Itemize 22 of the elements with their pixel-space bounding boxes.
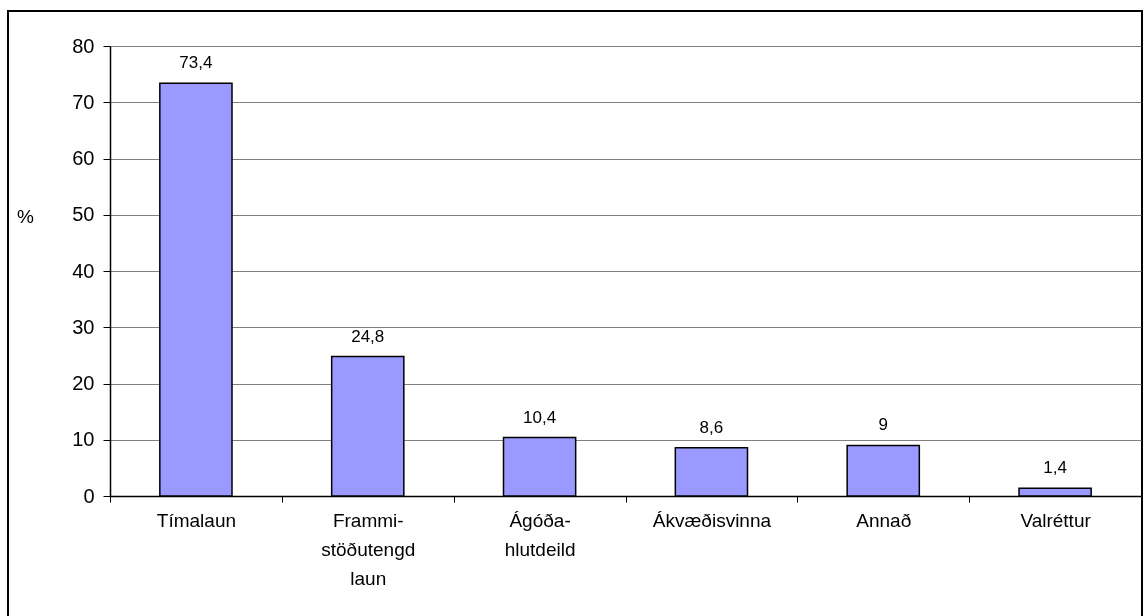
x-tick-label: Frammi- stöðutengd laun (321, 509, 416, 589)
x-tick-label: Valréttur (1020, 509, 1092, 531)
x-tick-label: Annað (856, 509, 912, 531)
x-tick-label: Ákvæðisvinna (652, 509, 772, 531)
y-tick-label: 10 (72, 428, 95, 451)
y-tick-label: 20 (72, 372, 95, 394)
data-label: 73,4 (179, 53, 213, 73)
y-axis-title: % (17, 205, 35, 227)
y-tick-label: 30 (72, 315, 95, 338)
data-label: 24,8 (351, 326, 385, 346)
y-tick-label: 70 (72, 90, 95, 113)
data-label: 1,4 (1043, 458, 1067, 478)
data-label: 9 (878, 415, 888, 435)
x-tick-label: Ágóða- hlutdeild (504, 509, 576, 560)
x-tick-label: Tímalaun (156, 509, 237, 531)
y-tick-label: 0 (83, 484, 95, 507)
y-tick-label: 80 (72, 34, 95, 57)
y-tick-label: 50 (72, 203, 95, 226)
y-tick-label: 40 (72, 259, 95, 282)
data-label: 8,6 (699, 417, 724, 437)
data-label: 10,4 (523, 407, 557, 427)
y-tick-label: 60 (72, 147, 95, 169)
